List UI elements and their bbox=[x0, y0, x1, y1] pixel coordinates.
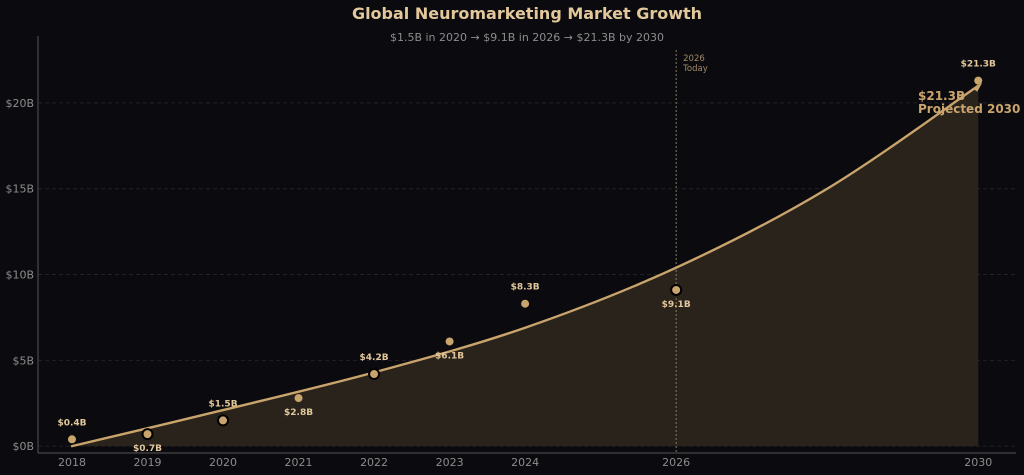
data-point bbox=[141, 428, 154, 441]
x-tick-label: 2023 bbox=[436, 456, 464, 469]
chart-title: Global Neuromarketing Market Growth bbox=[352, 4, 702, 23]
data-label: $9.1B bbox=[662, 300, 691, 310]
today-label-year: 2026 bbox=[683, 54, 705, 64]
data-point bbox=[217, 414, 230, 427]
x-tick-label: 2030 bbox=[964, 456, 992, 469]
y-tick-label: $5B bbox=[12, 354, 34, 367]
data-point bbox=[670, 283, 683, 296]
data-label: $4.2B bbox=[360, 353, 389, 363]
data-label: $0.7B bbox=[133, 444, 162, 454]
data-label: $8.3B bbox=[511, 283, 540, 293]
trend-area bbox=[71, 85, 979, 447]
data-point bbox=[294, 394, 303, 403]
x-tick-label: 2026 bbox=[662, 456, 690, 469]
data-label: $1.5B bbox=[208, 399, 237, 409]
data-points bbox=[67, 76, 983, 444]
trend-area-fill bbox=[71, 85, 979, 447]
data-point bbox=[974, 76, 983, 85]
y-tick-label: $15B bbox=[5, 183, 34, 196]
trend-arrowhead bbox=[973, 82, 983, 92]
data-point bbox=[445, 337, 454, 346]
data-point bbox=[521, 299, 530, 308]
callout-value: $21.3B bbox=[918, 89, 965, 103]
trend-line bbox=[70, 84, 980, 448]
today-label-caption: Today bbox=[682, 64, 708, 74]
data-label: $21.3B bbox=[961, 60, 996, 70]
data-labels: $0.4B $0.7B $1.5B $2.8B $4.2B $6.1B $8.3B $9.1B… bbox=[57, 60, 996, 455]
trend-curve bbox=[70, 82, 983, 448]
data-point bbox=[368, 368, 381, 381]
y-tick-label: $20B bbox=[5, 97, 34, 110]
callout-caption: Projected 2030 bbox=[918, 102, 1020, 116]
x-tick-label: 2019 bbox=[134, 456, 162, 469]
data-point bbox=[67, 435, 76, 444]
axes: $0B $5B $10B $15B $20B 2018 2019 2020 2021 2022 20… bbox=[5, 36, 1016, 469]
x-tick-label: 2020 bbox=[209, 456, 237, 469]
y-tick-label: $10B bbox=[5, 269, 34, 282]
chart-subtitle: $1.5B in 2020 → $9.1B in 2026 → $21.3B b… bbox=[390, 31, 664, 44]
data-label: $6.1B bbox=[435, 351, 464, 361]
x-tick-label: 2024 bbox=[511, 456, 539, 469]
x-tick-label: 2018 bbox=[58, 456, 86, 469]
y-tick-label: $0B bbox=[12, 440, 34, 453]
data-label: $2.8B bbox=[284, 408, 313, 418]
x-tick-label: 2021 bbox=[285, 456, 313, 469]
data-label: $0.4B bbox=[57, 418, 86, 428]
x-tick-label: 2022 bbox=[360, 456, 388, 469]
